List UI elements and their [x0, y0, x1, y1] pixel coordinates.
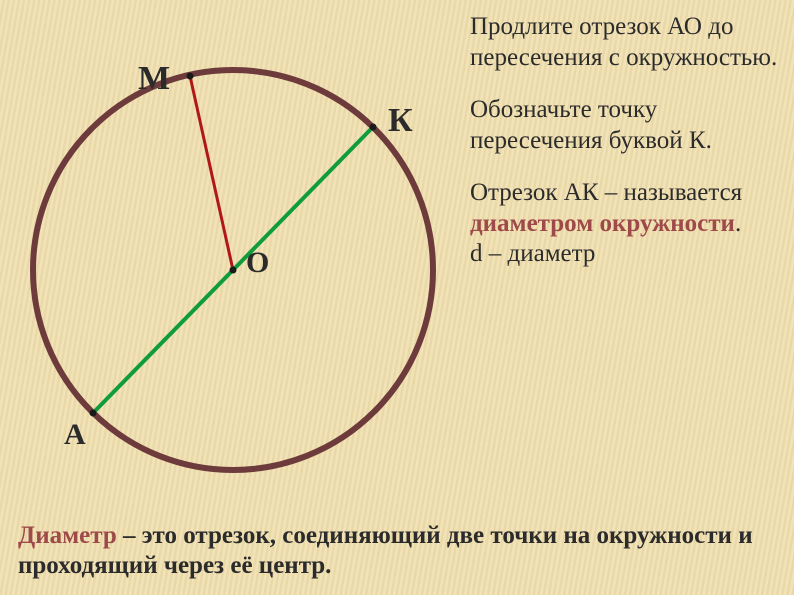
definition-line: Диаметр – это отрезок, соединяющий две т…: [18, 521, 776, 581]
label-M: М: [138, 60, 170, 98]
p3-lead: Отрезок АК – называется: [470, 179, 742, 206]
p3-dot: .: [735, 210, 741, 237]
radius-segment: [190, 76, 233, 270]
circle-diagram: М К О А: [18, 20, 448, 510]
p3-term: диаметром окружности: [470, 210, 735, 237]
label-A: А: [64, 418, 86, 452]
instruction-1: Продлите отрезок АО до пересечения с окр…: [470, 12, 780, 73]
point-M: [187, 73, 194, 80]
instruction-2: Обозначьте точку пересечения буквой К.: [470, 95, 780, 156]
point-O: [230, 267, 237, 274]
point-K: [370, 124, 377, 131]
instruction-3: Отрезок АК – называется диаметром окружн…: [470, 178, 780, 270]
def-term: Диаметр: [18, 522, 117, 549]
def-body: – это отрезок, соединяющий две точки на …: [18, 522, 753, 579]
label-O: О: [246, 246, 269, 280]
label-K: К: [388, 102, 413, 140]
p3-denote: d – диаметр: [470, 240, 595, 267]
point-A: [90, 410, 97, 417]
instruction-panel: Продлите отрезок АО до пересечения с окр…: [470, 12, 780, 292]
